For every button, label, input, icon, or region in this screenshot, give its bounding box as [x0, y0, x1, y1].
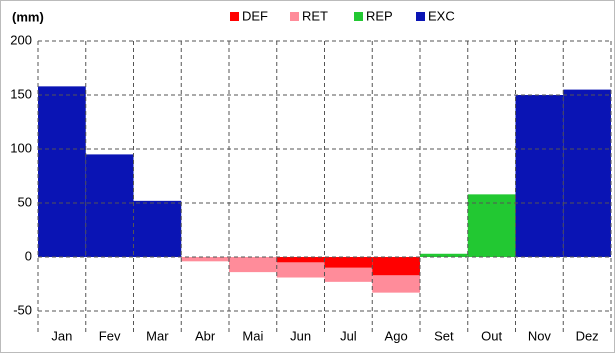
- legend-label: REP: [366, 8, 393, 23]
- legend-label: EXC: [428, 8, 455, 23]
- x-tick-label: Set: [434, 328, 454, 343]
- x-tick-label: Jul: [340, 328, 357, 343]
- bar-segment: [181, 257, 229, 262]
- bar-segment: [372, 257, 420, 276]
- y-tick-label: 200: [10, 32, 32, 47]
- bar-segment: [38, 86, 86, 257]
- bar-segment: [133, 200, 182, 257]
- bar-segment: [372, 275, 420, 293]
- x-tick-label: Mar: [146, 328, 169, 343]
- x-tick-label: Ago: [385, 328, 408, 343]
- y-axis-label: (mm): [12, 9, 44, 24]
- x-tick-label: Dez: [576, 328, 599, 343]
- x-tick-label: Jun: [290, 328, 311, 343]
- x-tick-label: Jan: [51, 328, 72, 343]
- bar-segment: [229, 257, 277, 273]
- bar-segment: [563, 89, 611, 257]
- y-tick-label: 150: [10, 86, 32, 101]
- legend-swatch: [230, 12, 239, 21]
- x-tick-label: Fev: [99, 328, 121, 343]
- x-tick-label: Out: [481, 328, 502, 343]
- legend-label: RET: [302, 8, 328, 23]
- legend-label: DEF: [242, 8, 268, 23]
- x-tick-label: Nov: [528, 328, 552, 343]
- legend-swatch: [416, 12, 425, 21]
- bar-segment: [515, 95, 564, 257]
- bar-segment: [324, 267, 373, 282]
- y-tick-label: 0: [25, 248, 32, 263]
- bar-segment: [467, 194, 516, 257]
- bar-segment: [276, 262, 325, 278]
- x-tick-label: Abr: [195, 328, 216, 343]
- y-tick-label: 50: [18, 194, 32, 209]
- bar-segment: [324, 257, 373, 268]
- y-tick-label: 100: [10, 140, 32, 155]
- legend-swatch: [354, 12, 363, 21]
- bar-segment: [420, 253, 468, 257]
- legend-swatch: [290, 12, 299, 21]
- y-tick-label: -50: [13, 302, 32, 317]
- x-tick-label: Mai: [242, 328, 263, 343]
- bar-segment: [85, 154, 134, 257]
- bar-segment: [276, 257, 325, 263]
